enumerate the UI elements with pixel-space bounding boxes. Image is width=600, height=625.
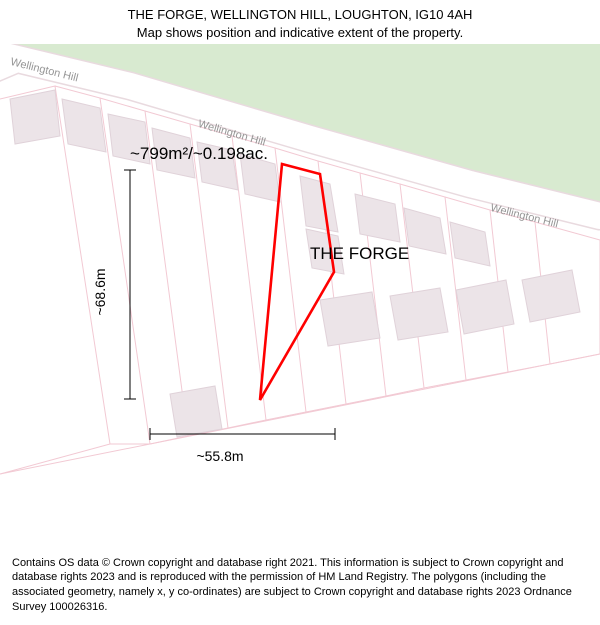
dim-h-label: ~55.8m [196,448,243,464]
footer-text: Contains OS data © Crown copyright and d… [12,557,572,614]
map-label-name: THE FORGE [310,244,409,264]
map-svg [0,44,600,524]
dim-v-label: ~68.6m [92,268,108,315]
building [10,90,60,144]
header-title: THE FORGE, WELLINGTON HILL, LOUGHTON, IG… [10,6,590,24]
building [390,288,448,340]
building [522,270,580,322]
map-label-area: ~799m²/~0.198ac. [130,144,268,164]
building [456,280,514,334]
footer: Contains OS data © Crown copyright and d… [0,548,600,625]
building [170,386,222,437]
header-subtitle: Map shows position and indicative extent… [10,24,590,42]
header: THE FORGE, WELLINGTON HILL, LOUGHTON, IG… [0,0,600,43]
building [320,292,380,346]
map: ~799m²/~0.198ac.THE FORGEWellington Hill… [0,44,600,524]
